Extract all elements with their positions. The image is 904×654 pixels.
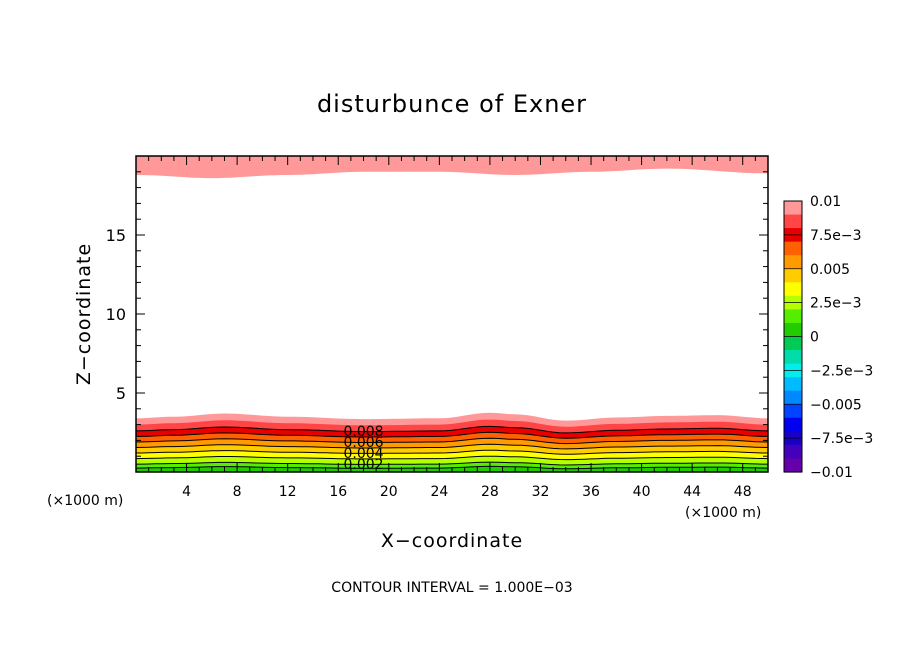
colorbar: 0.01 7.5e−3 0.005 2.5e−3 0 −2.5e−3 −0.005 −7.5e… <box>783 194 873 481</box>
colorbar-swatch <box>784 201 802 216</box>
colorbar-swatch <box>784 214 802 229</box>
x-tick-label: 48 <box>734 484 752 500</box>
chart-title: disturbunce of Exner <box>317 90 587 118</box>
colorbar-swatch <box>784 241 802 256</box>
x-unit-left: (×1000 m) <box>47 493 123 509</box>
colorbar-swatch <box>784 255 802 270</box>
colorbar-swatch <box>784 322 802 338</box>
contour-line <box>136 431 768 439</box>
colorbar-swatch <box>784 309 802 324</box>
colorbar-swatch <box>784 350 802 365</box>
colorbar-swatch <box>784 268 802 283</box>
x-unit-right: (×1000 m) <box>685 505 761 521</box>
contour-lines <box>135 425 769 470</box>
x-tick-label: 12 <box>279 484 297 500</box>
y-tick-label: 10 <box>106 305 126 324</box>
colorbar-swatch <box>784 336 802 351</box>
contour-line <box>136 461 768 466</box>
x-tick-label: 20 <box>380 484 398 500</box>
x-tick-label: 16 <box>329 484 347 500</box>
contour-label: 0.002 <box>343 457 383 473</box>
contour-label: 0.008 <box>343 424 383 440</box>
contour-interval-footer: CONTOUR INTERVAL = 1.000E−03 <box>331 580 572 596</box>
y-tick-label: 5 <box>116 384 126 403</box>
contour-line <box>136 449 768 455</box>
contour-line <box>135 437 769 445</box>
x-tick-label: 28 <box>481 484 499 500</box>
colorbar-tick-label: −2.5e−3 <box>810 363 873 379</box>
colorbar-tick-label: −7.5e−3 <box>810 431 873 447</box>
colorbar-tick-label: 0.005 <box>810 262 850 278</box>
colorbar-tick-label: 0 <box>810 330 819 346</box>
y-axis-label: Z−coordinate <box>73 243 95 385</box>
contour-label: 0.004 <box>343 446 383 462</box>
y-ticks: 5 10 15 <box>106 171 768 457</box>
colorbar-swatch <box>784 417 802 432</box>
contour-label: 0.006 <box>343 435 383 451</box>
top-pink-band <box>136 156 768 179</box>
x-tick-label: 4 <box>182 484 191 500</box>
contour-fills <box>136 156 768 472</box>
x-tick-label: 40 <box>633 484 651 500</box>
colorbar-swatch <box>784 444 802 460</box>
contour-line <box>135 455 769 461</box>
colorbar-tick-label: 7.5e−3 <box>810 228 862 244</box>
x-axis-label: X−coordinate <box>381 530 523 552</box>
x-ticks: 4 8 12 16 20 24 28 32 36 40 44 48 <box>148 156 756 500</box>
colorbar-swatch <box>784 404 802 419</box>
colorbar-tick-label: −0.01 <box>810 465 853 481</box>
x-tick-label: 24 <box>430 484 448 500</box>
colorbar-swatch <box>784 282 802 297</box>
colorbar-swatch <box>784 377 802 392</box>
y-tick-label: 15 <box>106 226 126 245</box>
colorbar-tick-label: 0.01 <box>810 194 841 210</box>
colorbar-swatch <box>784 458 802 473</box>
colorbar-swatch <box>784 390 802 405</box>
colorbar-tick-label: −0.005 <box>810 397 862 413</box>
x-tick-label: 44 <box>683 484 701 500</box>
contour-line <box>135 425 769 434</box>
x-tick-label: 8 <box>233 484 242 500</box>
x-tick-label: 32 <box>532 484 550 500</box>
contour-line <box>135 443 769 450</box>
x-tick-label: 36 <box>582 484 600 500</box>
colorbar-tick-label: 2.5e−3 <box>810 296 862 312</box>
